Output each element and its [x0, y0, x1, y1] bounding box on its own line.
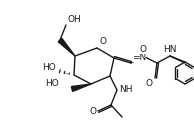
Text: HO: HO	[42, 63, 56, 72]
Text: NH: NH	[119, 86, 133, 94]
Text: OH: OH	[67, 15, 81, 24]
Text: O: O	[146, 79, 153, 88]
Text: ···: ···	[64, 71, 71, 77]
Text: HN: HN	[163, 45, 177, 54]
Text: O: O	[139, 45, 146, 54]
Polygon shape	[58, 38, 75, 56]
Text: O: O	[100, 37, 107, 46]
Polygon shape	[71, 84, 91, 91]
Text: O: O	[89, 106, 96, 115]
Text: HO: HO	[45, 79, 59, 88]
Text: =N: =N	[132, 53, 146, 62]
